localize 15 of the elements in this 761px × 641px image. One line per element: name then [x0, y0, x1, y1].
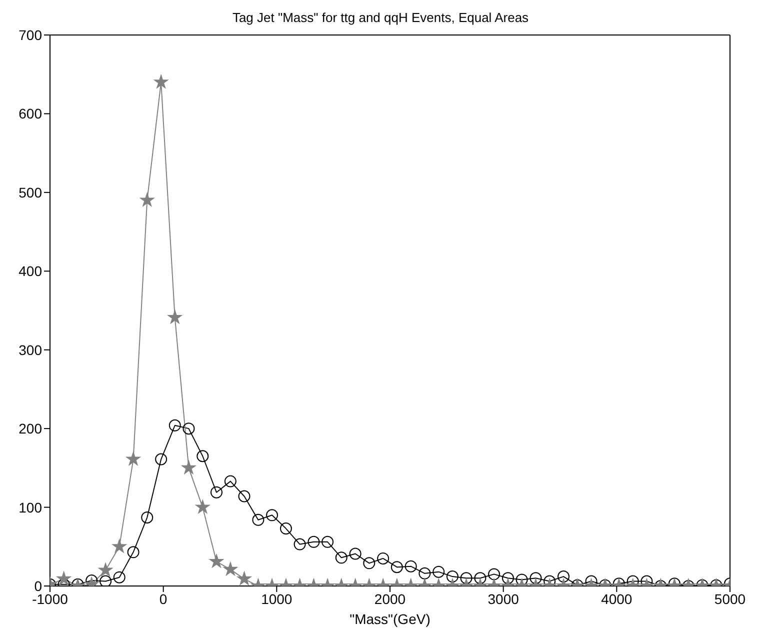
y-tick-label: 100: [18, 499, 42, 516]
x-tick-label: 1000: [261, 590, 292, 607]
y-tick-label: 200: [18, 420, 42, 437]
chart-title: Tag Jet "Mass" for ttg and qqH Events, Equal Areas: [231, 9, 530, 27]
y-tick-label: 600: [18, 106, 42, 122]
x-tick-label: 4000: [601, 590, 632, 607]
x-axis-title: "Mass"(GeV): [350, 611, 430, 627]
x-tick-label: 5000: [714, 590, 746, 607]
y-tick-label: 700: [18, 26, 42, 43]
y-tick-label: 300: [18, 342, 42, 358]
x-tick-label: 2000: [374, 590, 406, 607]
x-tick-label: 0: [159, 590, 168, 607]
y-tick-label: 400: [18, 263, 42, 280]
x-tick-label: 3000: [488, 590, 520, 607]
y-tick-label: 500: [18, 184, 42, 200]
